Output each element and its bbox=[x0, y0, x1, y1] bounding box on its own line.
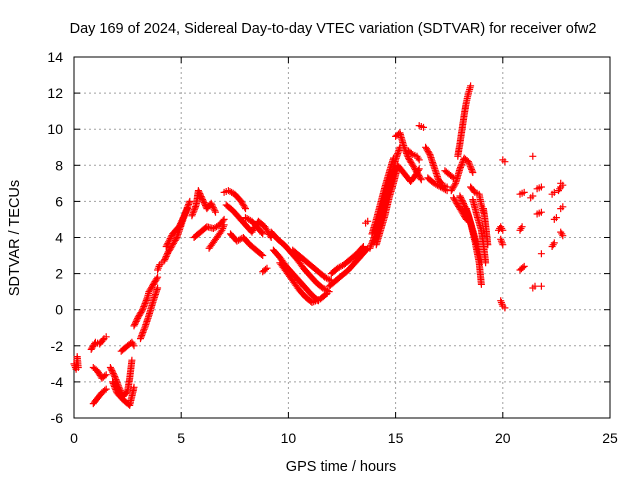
y-tick-label: -6 bbox=[51, 410, 64, 426]
x-tick-label: 25 bbox=[602, 430, 618, 446]
y-axis-label: SDTVAR / TECUs bbox=[7, 180, 23, 296]
y-tick-labels: -6 -4 -2 0 2 4 6 8 10 12 14 bbox=[47, 49, 63, 426]
x-axis-label: GPS time / hours bbox=[286, 459, 396, 475]
x-tick-label: 15 bbox=[388, 430, 404, 446]
chart-title: Day 169 of 2024, Sidereal Day-to-day VTE… bbox=[70, 21, 597, 37]
y-tick-label: 0 bbox=[55, 302, 63, 318]
sdtvar-markers bbox=[70, 82, 567, 409]
x-tick-label: 5 bbox=[177, 430, 185, 446]
x-tick-labels: 0 5 10 15 20 25 bbox=[70, 430, 618, 446]
x-tick-label: 0 bbox=[70, 430, 78, 446]
y-tick-label: -2 bbox=[51, 338, 64, 354]
y-tick-label: 6 bbox=[55, 193, 63, 209]
y-tick-label: -4 bbox=[51, 374, 64, 390]
data-points bbox=[70, 82, 567, 409]
y-tick-label: 10 bbox=[47, 121, 63, 137]
x-tick-label: 10 bbox=[281, 430, 297, 446]
x-tick-label: 20 bbox=[495, 430, 511, 446]
y-tick-label: 2 bbox=[55, 266, 63, 282]
axis-ticks bbox=[73, 56, 611, 419]
y-tick-label: 4 bbox=[55, 230, 63, 246]
y-tick-label: 14 bbox=[47, 49, 63, 65]
y-tick-label: 8 bbox=[55, 157, 63, 173]
y-tick-label: 12 bbox=[47, 85, 63, 101]
grid bbox=[74, 57, 610, 418]
